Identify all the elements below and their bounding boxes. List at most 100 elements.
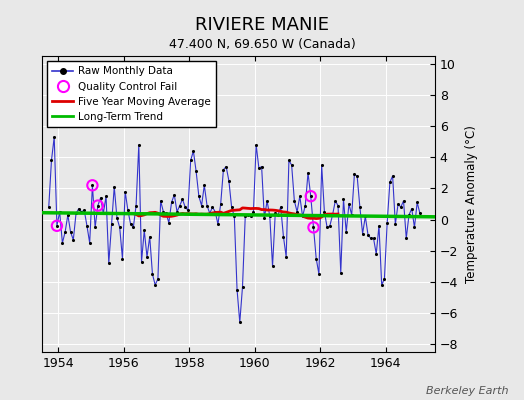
Point [94, 202, 102, 209]
Point [279, 234, 288, 240]
Point [146, 234, 154, 240]
Point [386, 179, 394, 185]
Point [205, 210, 214, 216]
Point [358, 230, 367, 237]
Point [96, 194, 105, 201]
Point [329, 212, 337, 218]
Point [126, 221, 135, 228]
Point [277, 204, 285, 210]
Point [140, 227, 148, 234]
Point [383, 220, 391, 226]
Point [162, 210, 170, 216]
Point [148, 271, 157, 277]
Point [233, 286, 241, 293]
Point [83, 223, 91, 229]
Point [323, 224, 331, 230]
Point [56, 208, 64, 215]
Point [410, 224, 419, 230]
Point [325, 223, 334, 229]
Point [345, 201, 353, 207]
Point [157, 198, 165, 204]
Point [230, 213, 238, 220]
Point [194, 193, 203, 200]
Point [413, 199, 421, 206]
Point [369, 235, 378, 242]
Point [222, 164, 231, 170]
Point [350, 171, 358, 178]
Point [296, 193, 304, 200]
Point [178, 196, 187, 202]
Point [268, 263, 277, 270]
Point [342, 229, 351, 235]
Point [408, 206, 416, 212]
Point [372, 251, 380, 257]
Point [99, 210, 107, 216]
Point [53, 223, 61, 229]
Point [397, 204, 405, 210]
Point [388, 173, 397, 179]
Point [88, 182, 96, 188]
Point [309, 224, 318, 230]
Point [107, 221, 116, 228]
Point [189, 148, 198, 154]
Point [129, 224, 137, 230]
Point [271, 210, 279, 216]
Point [252, 142, 260, 148]
Point [315, 271, 323, 277]
Point [102, 193, 110, 200]
Point [307, 193, 315, 200]
Point [255, 165, 263, 171]
Point [375, 223, 383, 229]
Point [214, 221, 222, 228]
Point [367, 235, 375, 242]
Point [61, 229, 69, 235]
Point [88, 182, 96, 188]
Point [135, 142, 143, 148]
Point [380, 276, 389, 282]
Point [94, 202, 102, 209]
Point [282, 254, 290, 260]
Point [257, 164, 266, 170]
Point [154, 276, 162, 282]
Point [53, 223, 61, 229]
Point [176, 202, 184, 209]
Point [105, 260, 113, 266]
Legend: Raw Monthly Data, Quality Control Fail, Five Year Moving Average, Long-Term Tren: Raw Monthly Data, Quality Control Fail, … [47, 61, 216, 127]
Point [244, 212, 252, 218]
Point [209, 204, 217, 210]
Point [285, 157, 293, 164]
Point [69, 237, 78, 243]
Text: 47.400 N, 69.650 W (Canada): 47.400 N, 69.650 W (Canada) [169, 38, 355, 51]
Point [377, 282, 386, 288]
Point [165, 220, 173, 226]
Point [198, 202, 206, 209]
Point [78, 208, 86, 215]
Point [72, 210, 80, 216]
Point [132, 202, 140, 209]
Point [318, 162, 326, 168]
Y-axis label: Temperature Anomaly (°C): Temperature Anomaly (°C) [465, 125, 478, 283]
Point [246, 213, 255, 220]
Point [241, 213, 249, 220]
Point [113, 215, 121, 221]
Point [118, 255, 127, 262]
Point [263, 198, 271, 204]
Point [347, 212, 356, 218]
Point [290, 198, 299, 204]
Point [187, 157, 195, 164]
Point [124, 207, 132, 214]
Point [173, 208, 181, 215]
Point [260, 215, 268, 221]
Point [50, 134, 58, 140]
Point [288, 162, 296, 168]
Point [312, 255, 320, 262]
Point [91, 224, 100, 230]
Point [67, 229, 75, 235]
Point [159, 208, 168, 215]
Point [274, 212, 282, 218]
Point [298, 213, 307, 220]
Point [211, 208, 220, 215]
Point [192, 168, 200, 174]
Point [203, 202, 211, 209]
Point [364, 232, 372, 238]
